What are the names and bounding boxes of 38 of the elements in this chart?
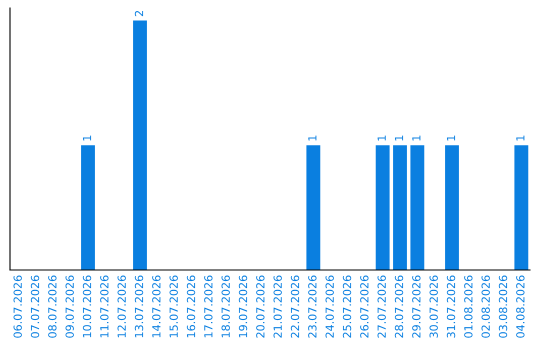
x-tick-label: 19.07.2026	[238, 276, 248, 338]
x-tick-label: 26.07.2026	[360, 276, 369, 338]
x-tick-label: 11.07.2026	[100, 276, 109, 338]
x-tick-label: 07.07.2026	[30, 276, 40, 338]
x-tick-label: 22.07.2026	[290, 276, 300, 338]
x-tick-label: 14.07.2026	[152, 276, 161, 338]
x-tick-label: 24.07.2026	[325, 276, 334, 338]
data-label: 1	[378, 136, 386, 140]
data-label: 2	[134, 10, 144, 16]
x-tick-label: 25.07.2026	[342, 276, 352, 338]
x-tick-label: 02.08.2026	[481, 276, 490, 338]
x-tick-label: 12.07.2026	[117, 276, 126, 338]
x-tick-label: 01.08.2026	[464, 276, 473, 338]
data-label: 1	[412, 136, 420, 140]
x-tick-label: 10.07.2026	[82, 276, 92, 338]
x-tick-label: 16.07.2026	[186, 276, 196, 338]
data-label: 1	[516, 136, 524, 140]
x-tick-label: 20.07.2026	[256, 276, 265, 338]
data-label: 1	[394, 136, 404, 140]
x-tick-label: 27.07.2026	[377, 276, 386, 338]
x-tick-label: 09.07.2026	[65, 276, 74, 338]
data-label: 1	[308, 136, 316, 140]
x-tick-label: 08.07.2026	[48, 276, 57, 338]
x-tick-label: 04.08.2026	[516, 276, 525, 338]
x-tick-label: 29.07.2026	[412, 276, 421, 338]
x-tick-label: 21.07.2026	[273, 276, 282, 338]
data-label: 1	[82, 136, 92, 140]
x-tick-label: 13.07.2026	[134, 276, 144, 338]
x-tick-label: 30.07.2026	[429, 276, 438, 338]
x-tick-label: 06.07.2026	[13, 276, 22, 338]
x-tick-label: 03.08.2026	[498, 276, 508, 338]
x-tick-label: 28.07.2026	[394, 276, 404, 338]
x-tick-label: 15.07.2026	[169, 276, 178, 338]
data-label: 1	[446, 136, 456, 140]
x-tick-label: 31.07.2026	[446, 276, 456, 338]
x-tick-label: 23.07.2026	[308, 276, 317, 338]
x-tick-label: 17.07.2026	[204, 276, 213, 338]
x-tick-label: 18.07.2026	[221, 276, 230, 338]
